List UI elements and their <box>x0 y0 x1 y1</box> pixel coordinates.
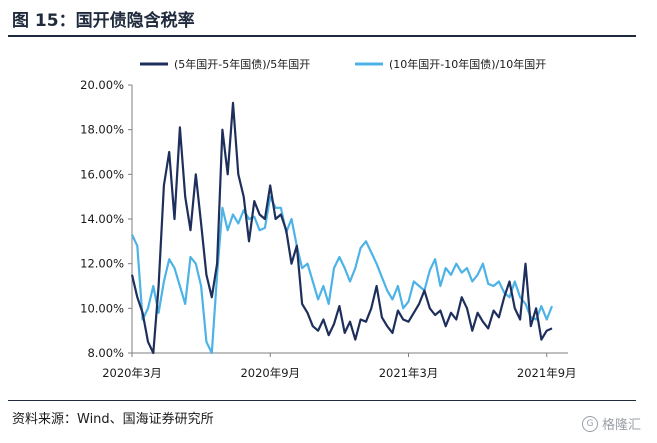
x-tick-label: 2020年9月 <box>240 366 300 380</box>
watermark-logo-icon: G <box>582 415 598 432</box>
series-line-5y <box>130 101 553 355</box>
legend-label-5y: (5年国开-5年国债)/5年国开 <box>174 57 310 71</box>
source-rule <box>8 400 636 401</box>
y-tick-label: 8.00% <box>87 346 124 360</box>
y-tick-label: 14.00% <box>80 212 124 226</box>
watermark-label: 格隆汇 <box>602 418 642 433</box>
legend: (5年国开-5年国债)/5年国开 (10年国开-10年国债)/10年国开 <box>140 57 546 71</box>
y-tick-label: 12.00% <box>80 257 124 271</box>
x-tick-label: 2021年9月 <box>517 366 577 380</box>
y-tick-label: 10.00% <box>80 301 124 315</box>
legend-label-10y: (10年国开-10年国债)/10年国开 <box>389 57 546 71</box>
x-tick-label: 2020年3月 <box>102 366 162 380</box>
series-line-10y <box>131 195 554 355</box>
source-note: 资料来源：Wind、国海证券研究所 <box>12 412 214 427</box>
x-tick-label: 2021年3月 <box>379 366 439 380</box>
watermark: G 格隆汇 <box>582 414 641 433</box>
y-tick-label: 16.00% <box>80 167 124 181</box>
y-tick-label: 18.00% <box>80 123 124 137</box>
y-tick-label: 20.00% <box>80 78 124 92</box>
title-rule <box>8 35 636 37</box>
series-layer <box>130 101 554 355</box>
figure-title: 图 15：国开债隐含税率 <box>12 11 195 31</box>
axes: 8.00% 10.00% 12.00% 14.00% 16.00% 18.00% 20.00… <box>80 78 576 380</box>
